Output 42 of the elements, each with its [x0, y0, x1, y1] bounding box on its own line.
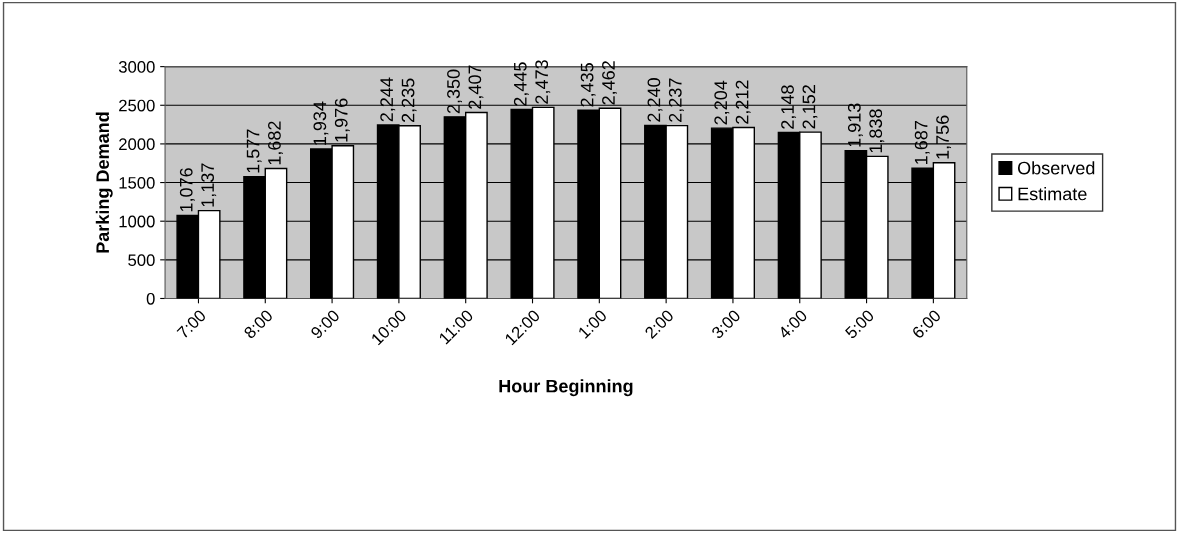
data-label: 2,473 — [535, 60, 551, 104]
data-label: 1,756 — [936, 115, 952, 159]
y-axis-title: Parking Demand — [95, 112, 113, 253]
data-label: 2,244 — [380, 77, 396, 122]
data-label: 1,976 — [334, 98, 350, 142]
data-label: 2,350 — [447, 69, 462, 114]
x-axis-title: Hour Beginning — [499, 379, 633, 397]
data-label: 2,204 — [714, 80, 730, 125]
x-tick-label: 7:00 — [176, 308, 207, 340]
data-label: 1,934 — [313, 101, 329, 145]
y-tick-label: 2500 — [119, 99, 155, 112]
y-tick-label: 0 — [146, 292, 155, 305]
data-label: 1,577 — [246, 129, 262, 173]
data-label: 1,137 — [201, 163, 217, 207]
data-label: 2,148 — [781, 85, 797, 129]
data-label: 1,913 — [847, 103, 863, 147]
data-label: 2,407 — [468, 65, 484, 109]
data-label: 1,687 — [914, 121, 930, 164]
x-tick-label: 5:00 — [844, 308, 875, 340]
data-label: 1,838 — [869, 109, 885, 153]
data-label: 2,235 — [401, 78, 417, 123]
y-tick-label: 1000 — [119, 215, 155, 228]
y-tick-label: 3000 — [118, 61, 155, 73]
data-label: 2,237 — [668, 78, 684, 122]
data-label: 2,152 — [802, 85, 818, 129]
y-tick-label: 500 — [128, 254, 155, 267]
data-label: 2,462 — [602, 61, 617, 105]
x-tick-label: 3:00 — [710, 308, 742, 340]
x-tick-label: 9:00 — [310, 308, 341, 340]
data-label: 1,076 — [179, 168, 195, 212]
y-tick-label: 2000 — [119, 138, 155, 151]
data-label: 1,682 — [268, 121, 283, 165]
x-tick-label: 6:00 — [911, 308, 942, 340]
data-label: 2,240 — [647, 78, 663, 122]
legend-label: Observed — [1017, 161, 1095, 175]
x-tick-label: 4:00 — [777, 308, 808, 340]
data-label: 2,445 — [513, 62, 529, 106]
data-label: 2,212 — [735, 80, 751, 124]
x-tick-label: 8:00 — [243, 308, 274, 340]
y-tick-label: 1500 — [119, 176, 155, 189]
data-label: 2,435 — [580, 63, 596, 107]
legend-label: Estimate — [1018, 187, 1087, 201]
